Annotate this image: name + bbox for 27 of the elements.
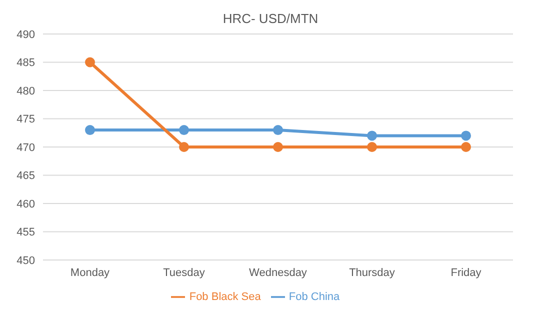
point <box>179 125 189 136</box>
chart-title: HRC- USD/MTN <box>222 10 320 28</box>
point <box>85 57 95 68</box>
y-tick-label: 465 <box>16 170 35 182</box>
legend-label: Fob China <box>288 290 340 303</box>
x-tick-label: Thursday <box>349 266 396 279</box>
point <box>367 142 377 152</box>
x-tick-label: Monday <box>70 266 110 279</box>
y-tick-label: 470 <box>16 142 35 154</box>
point <box>461 130 471 141</box>
point <box>461 142 471 152</box>
legend-label: Fob Black Sea <box>189 290 261 303</box>
x-tick-label: Tuesday <box>163 266 206 279</box>
y-tick-label: 475 <box>16 114 35 126</box>
point <box>273 142 283 152</box>
point <box>179 142 189 152</box>
y-tick-label: 455 <box>16 226 35 239</box>
point <box>273 125 283 136</box>
y-tick-label: 450 <box>16 254 35 267</box>
x-tick-label: Friday <box>450 266 482 279</box>
x-tick-label: Wednesday <box>249 266 308 279</box>
point <box>367 130 377 141</box>
y-tick-label: 480 <box>16 85 35 98</box>
y-tick-label: 460 <box>16 198 35 210</box>
y-tick-label: 490 <box>16 28 35 41</box>
y-tick-label: 485 <box>16 57 35 70</box>
point <box>85 125 95 136</box>
